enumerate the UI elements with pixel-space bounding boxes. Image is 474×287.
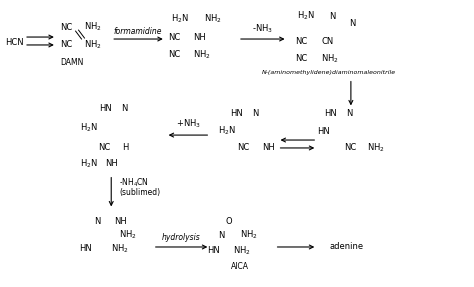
Text: NH: NH — [114, 217, 127, 226]
Text: N: N — [346, 109, 352, 118]
Text: N: N — [252, 109, 258, 118]
Text: NC: NC — [295, 36, 308, 46]
Text: NC: NC — [168, 32, 180, 42]
Text: hydrolysis: hydrolysis — [162, 232, 201, 242]
Text: N-(aminomethylidene)diaminomaleonitrile: N-(aminomethylidene)diaminomaleonitrile — [262, 70, 396, 75]
Text: -NH$_3$: -NH$_3$ — [252, 23, 273, 35]
Text: H$_2$N: H$_2$N — [297, 10, 315, 22]
Text: NH$_2$: NH$_2$ — [321, 53, 339, 65]
Text: H$_2$N: H$_2$N — [80, 122, 97, 134]
Text: AICA: AICA — [231, 262, 249, 271]
Text: NH$_2$: NH$_2$ — [119, 229, 137, 241]
Text: N: N — [349, 19, 356, 28]
Text: NH$_2$: NH$_2$ — [233, 245, 251, 257]
Text: NH$_2$: NH$_2$ — [367, 142, 384, 154]
Text: NH: NH — [193, 32, 206, 42]
Text: HN: HN — [207, 247, 220, 255]
Text: formamidine: formamidine — [114, 27, 162, 36]
Text: H$_2$N: H$_2$N — [218, 125, 236, 137]
Text: CN: CN — [321, 36, 333, 46]
Text: HN: HN — [80, 245, 92, 253]
Text: NC: NC — [295, 54, 308, 63]
Text: -NH$_4$CN: -NH$_4$CN — [119, 177, 149, 189]
Text: HN: HN — [230, 109, 243, 118]
Text: NH: NH — [262, 144, 274, 152]
Text: O: O — [225, 217, 232, 226]
Text: NC: NC — [168, 50, 180, 59]
Text: NH$_2$: NH$_2$ — [204, 13, 222, 26]
Text: H: H — [122, 144, 128, 152]
Text: N: N — [218, 231, 225, 240]
Text: NH$_2$: NH$_2$ — [193, 49, 211, 61]
Text: NC: NC — [237, 144, 249, 152]
Text: adenine: adenine — [329, 243, 363, 251]
Text: HCN: HCN — [5, 38, 24, 47]
Text: DAMN: DAMN — [60, 58, 83, 67]
Text: NH$_2$: NH$_2$ — [83, 39, 101, 51]
Text: (sublimed): (sublimed) — [119, 188, 160, 197]
Text: NH: NH — [105, 159, 118, 168]
Text: NH$_2$: NH$_2$ — [83, 21, 101, 33]
Text: HN: HN — [324, 109, 337, 118]
Text: NC: NC — [344, 144, 356, 152]
Text: NH$_2$: NH$_2$ — [240, 229, 257, 241]
Text: NC: NC — [60, 23, 72, 32]
Text: H$_2$N: H$_2$N — [80, 158, 97, 170]
Text: HN: HN — [317, 127, 330, 136]
Text: N: N — [94, 217, 101, 226]
Text: NH$_2$: NH$_2$ — [111, 243, 129, 255]
Text: N: N — [329, 12, 336, 21]
Text: NC: NC — [60, 40, 72, 49]
Text: N: N — [121, 104, 128, 113]
Text: +NH$_3$: +NH$_3$ — [176, 118, 201, 130]
Text: HN: HN — [100, 104, 112, 113]
Text: H$_2$N: H$_2$N — [171, 13, 189, 26]
Text: NC: NC — [99, 144, 110, 152]
